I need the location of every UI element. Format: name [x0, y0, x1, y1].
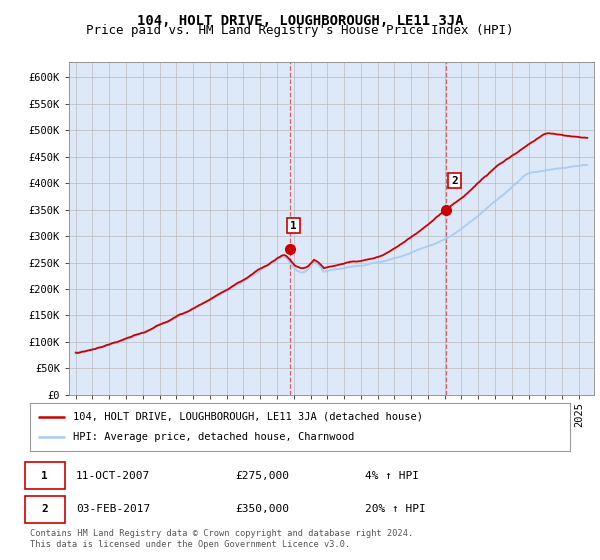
- Text: 1: 1: [41, 471, 48, 481]
- FancyBboxPatch shape: [25, 496, 65, 523]
- Text: 11-OCT-2007: 11-OCT-2007: [76, 471, 150, 481]
- Text: £275,000: £275,000: [235, 471, 289, 481]
- FancyBboxPatch shape: [25, 463, 65, 489]
- Text: 4% ↑ HPI: 4% ↑ HPI: [365, 471, 419, 481]
- Text: 2: 2: [451, 176, 458, 185]
- Text: 1: 1: [290, 221, 297, 231]
- Text: 104, HOLT DRIVE, LOUGHBOROUGH, LE11 3JA (detached house): 104, HOLT DRIVE, LOUGHBOROUGH, LE11 3JA …: [73, 412, 423, 422]
- Text: 03-FEB-2017: 03-FEB-2017: [76, 505, 150, 515]
- Text: 20% ↑ HPI: 20% ↑ HPI: [365, 505, 425, 515]
- Text: Contains HM Land Registry data © Crown copyright and database right 2024.
This d: Contains HM Land Registry data © Crown c…: [30, 529, 413, 549]
- Text: HPI: Average price, detached house, Charnwood: HPI: Average price, detached house, Char…: [73, 432, 355, 442]
- Text: Price paid vs. HM Land Registry's House Price Index (HPI): Price paid vs. HM Land Registry's House …: [86, 24, 514, 37]
- Text: 104, HOLT DRIVE, LOUGHBOROUGH, LE11 3JA: 104, HOLT DRIVE, LOUGHBOROUGH, LE11 3JA: [137, 14, 463, 28]
- Text: 2: 2: [41, 505, 48, 515]
- Text: £350,000: £350,000: [235, 505, 289, 515]
